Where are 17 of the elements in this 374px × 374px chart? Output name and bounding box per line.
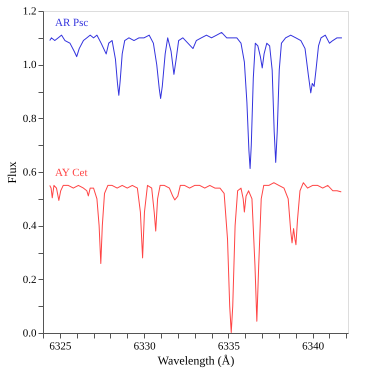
- series-label: AY Cet: [55, 167, 88, 179]
- y-tick-label: 0.2: [22, 274, 36, 286]
- y-tick-label: 0.0: [22, 328, 37, 340]
- y-tick-label: 1.0: [22, 59, 37, 72]
- x-axis-title: Wavelength (Å): [158, 354, 234, 368]
- line-series: [49, 182, 342, 333]
- y-tick-label: 1.2: [22, 6, 36, 18]
- x-tick-label: 6330: [134, 340, 156, 352]
- y-tick-label: 0.8: [22, 112, 37, 125]
- x-tick-label: 6340: [302, 340, 325, 352]
- x-tick-label: 6325: [49, 340, 72, 352]
- x-tick-label: 6335: [218, 340, 240, 352]
- line-series: [49, 32, 342, 170]
- y-axis-title: Flux: [4, 161, 19, 184]
- y-tick-label: 0.6: [22, 166, 37, 178]
- series-label: AR Psc: [55, 17, 88, 29]
- y-tick-label: 0.4: [22, 220, 37, 232]
